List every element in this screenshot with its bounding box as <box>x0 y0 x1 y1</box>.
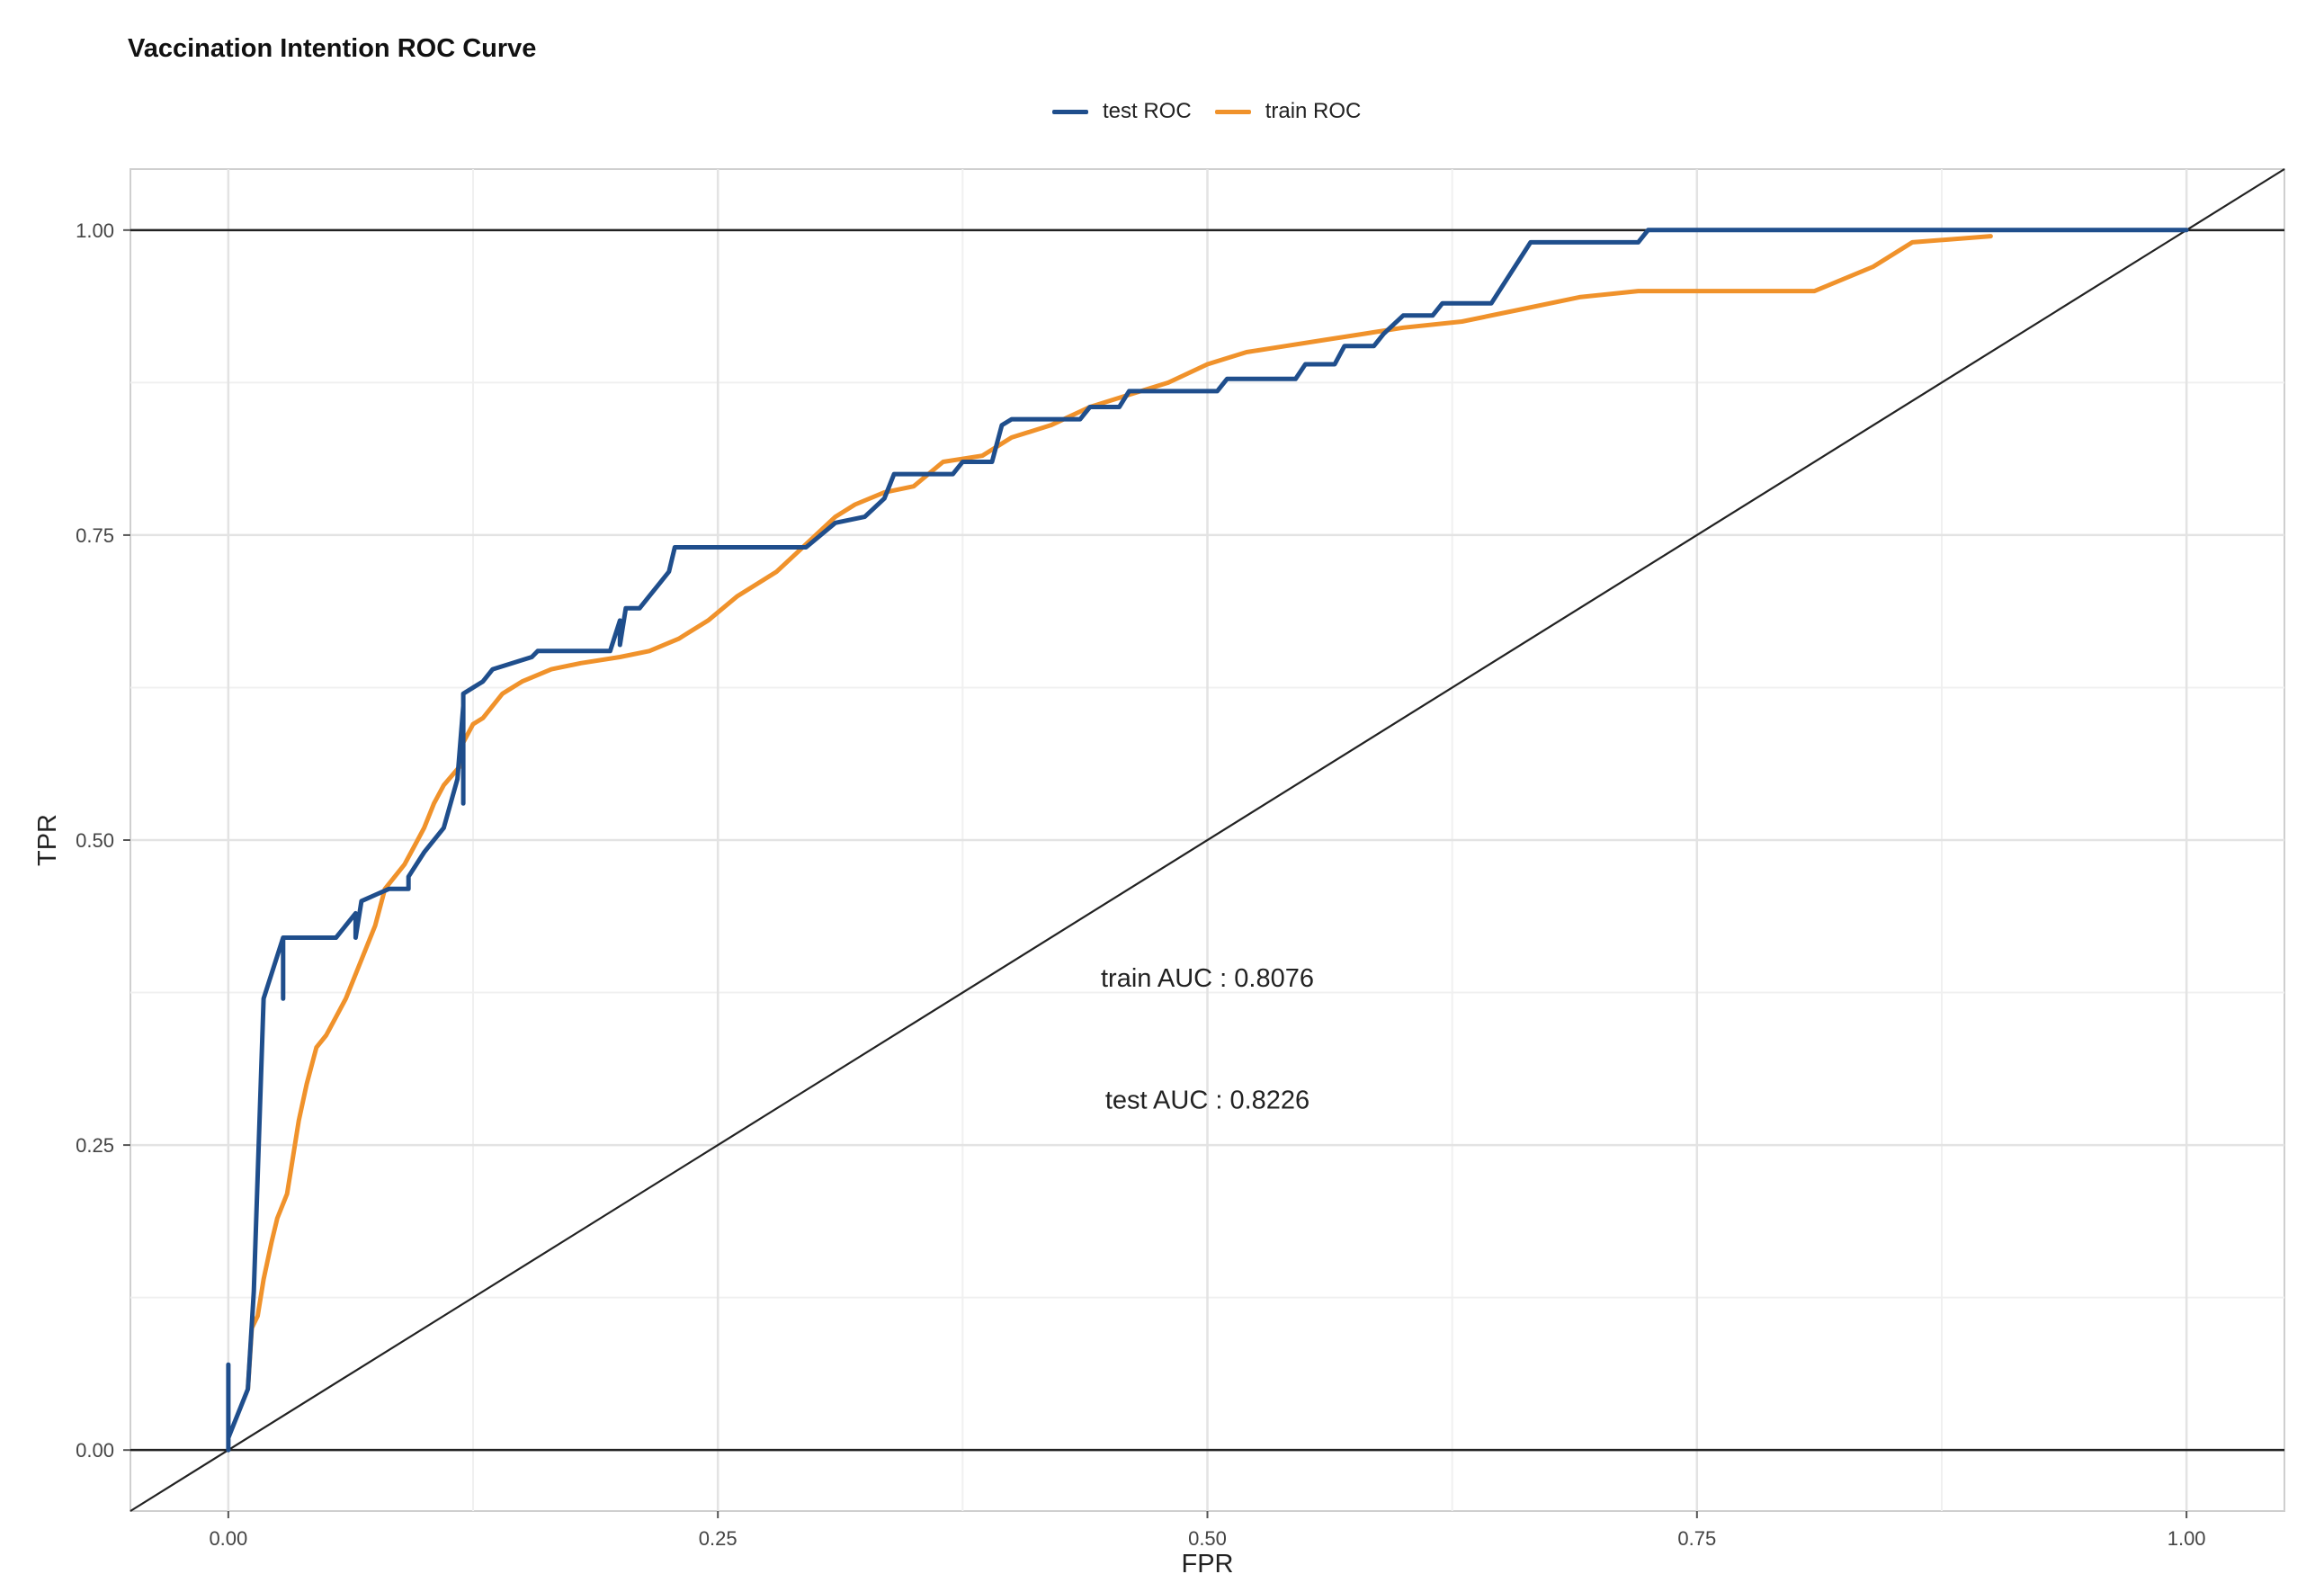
reference-diagonal <box>130 168 2285 1512</box>
series-layer <box>226 228 2189 1453</box>
x-tick-label: 1.00 <box>2168 1527 2206 1550</box>
y-axis-label: TPR <box>33 814 62 866</box>
annotations: train AUC : 0.8076 test AUC : 0.8226 <box>1101 964 1314 1115</box>
chart-title: Vaccination Intention ROC Curve <box>128 34 537 63</box>
x-axis-label: FPR <box>1182 1550 1234 1579</box>
axes: 0.00 0.25 0.50 0.75 1.00 0.00 0.25 0.50 0.75 1.00… <box>33 219 2206 1579</box>
x-tick-label: 0.75 <box>1677 1527 1716 1550</box>
x-tick-label: 0.50 <box>1188 1527 1227 1550</box>
test-auc-annotation: test AUC : 0.8226 <box>1105 1086 1309 1114</box>
y-tick-label: 0.75 <box>76 524 114 547</box>
legend-swatch-test <box>1052 109 1088 114</box>
legend-item-train: train ROC <box>1214 99 1362 124</box>
legend-label-train: train ROC <box>1265 99 1362 123</box>
legend: test ROC train ROC <box>1052 94 1361 130</box>
y-tick-label: 1.00 <box>76 219 114 242</box>
train-auc-annotation: train AUC : 0.8076 <box>1101 964 1314 993</box>
legend-swatch-train <box>1214 109 1251 114</box>
legend-label-test: test ROC <box>1103 99 1192 123</box>
x-tick-label: 0.00 <box>209 1527 247 1550</box>
series-line-test-roc <box>226 228 2189 1453</box>
legend-item-test: test ROC <box>1052 99 1192 124</box>
y-tick-label: 0.25 <box>76 1134 114 1157</box>
series-line-train-roc <box>246 234 1993 1391</box>
y-tick-label: 0.00 <box>76 1439 114 1462</box>
x-tick-label: 0.25 <box>699 1527 737 1550</box>
y-tick-label: 0.50 <box>76 829 114 852</box>
